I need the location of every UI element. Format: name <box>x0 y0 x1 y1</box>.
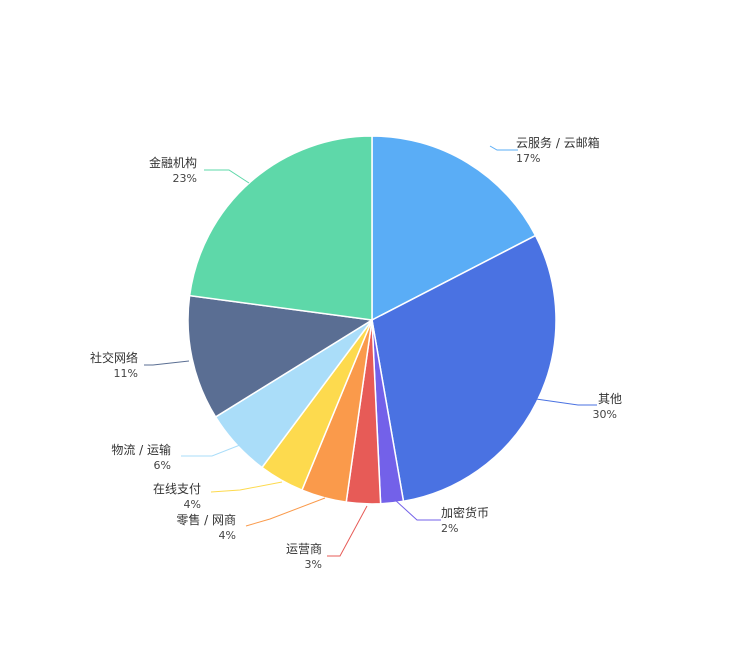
label-leader-line <box>535 398 597 406</box>
slice-label: 云服务 / 云邮箱 <box>516 135 600 150</box>
slice-label: 金融机构 <box>149 155 197 170</box>
slice-label: 社交网络 <box>90 350 138 365</box>
slice-label: 其他 <box>598 392 622 406</box>
label-leader-line <box>144 360 190 366</box>
slice-percent-label: 4% <box>219 529 236 542</box>
label-leader-line <box>181 444 241 457</box>
slice-label: 物流 / 运输 <box>111 442 171 457</box>
label-leader-line <box>204 169 250 184</box>
pie-slice[interactable] <box>371 135 537 322</box>
slice-label: 零售 / 网商 <box>176 512 236 527</box>
slice-label: 运营商 <box>286 541 322 556</box>
pie-slice[interactable] <box>188 135 373 321</box>
slice-percent-label: 23% <box>173 172 197 185</box>
pie-slice[interactable] <box>371 234 557 503</box>
pie-slice[interactable] <box>187 294 375 418</box>
slice-percent-label: 11% <box>114 367 138 380</box>
label-leader-line <box>327 505 368 557</box>
label-leader-line <box>210 481 283 493</box>
label-leader-line <box>393 498 441 521</box>
slice-percent-label: 6% <box>154 459 171 472</box>
slice-label: 加密货币 <box>441 505 489 520</box>
slice-percent-label: 3% <box>305 558 322 571</box>
slice-percent-label: 2% <box>441 522 458 535</box>
slice-percent-label: 17% <box>516 152 540 165</box>
label-leader-line <box>245 497 326 527</box>
slice-percent-label: 30% <box>593 408 617 421</box>
slice-label: 在线支付 <box>153 482 201 496</box>
label-leader-line <box>489 145 518 151</box>
slice-percent-label: 4% <box>184 498 201 511</box>
pie-slices <box>187 135 557 505</box>
